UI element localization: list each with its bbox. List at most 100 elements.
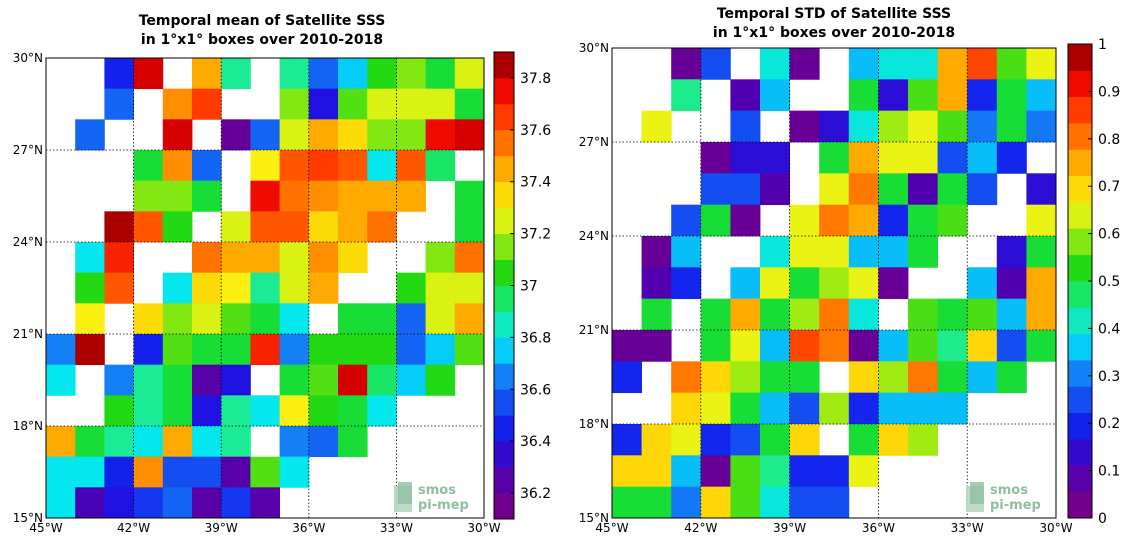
heatmap-cell [937,204,968,237]
heatmap-cell [250,456,280,488]
heatmap-cell [908,330,938,362]
heatmap-cell [192,272,222,304]
heatmap-cell [612,424,642,456]
heatmap-cell [133,180,164,212]
heatmap-cell [819,142,850,174]
chart-title-line-2: in 1°x1° boxes over 2010-2018 [713,25,955,41]
heatmap-cell [908,236,938,268]
heatmap-cell [700,173,731,206]
heatmap-cell [279,426,310,458]
heatmap-cell [760,392,790,425]
colorbar-tick-label: 37.6 [520,123,551,139]
heatmap-cell [192,426,222,458]
heatmap-cell [192,242,222,274]
heatmap-cell [1026,236,1057,268]
colorbar-tick-label: 37.8 [520,71,551,87]
colorbar-segment [1068,281,1092,308]
heatmap-cell [104,426,134,458]
heatmap-cell [338,303,368,335]
colorbar-tick-label: 37.2 [520,227,551,243]
colorbar-segment [1068,439,1092,466]
heatmap-cell [133,364,164,396]
colorbar-tick-label: 0 [1098,511,1107,527]
colorbar-segment [494,337,514,364]
heatmap-cell [192,364,222,396]
heatmap-cell [789,330,820,362]
heatmap-cell [162,180,193,212]
heatmap-cell [937,361,968,394]
heatmap-cell [46,456,76,488]
heatmap-cell [454,58,485,90]
colorbar-segment [494,181,514,209]
heatmap-cell [454,211,485,243]
heatmap-cell [671,361,702,394]
heatmap-cell [308,334,339,366]
heatmap-cell [250,272,280,304]
heatmap-cell [700,48,731,80]
colorbar-segment [1068,491,1092,519]
heatmap-cell [162,334,193,366]
logo-mark-icon [970,482,984,504]
colorbar-segment [494,311,514,338]
heatmap-cell [308,426,339,458]
heatmap-cell [162,119,193,151]
heatmap-cell [367,211,397,243]
heatmap-cell [789,424,820,456]
colorbar-segment [494,103,514,131]
heatmap-cell [192,395,222,427]
heatmap-cell [279,334,310,366]
heatmap-cell [250,334,280,366]
heatmap-cell [192,58,222,90]
heatmap-cell [671,424,702,456]
heatmap-cell [425,119,456,151]
heatmap-cell [937,330,968,362]
heatmap-cell [937,110,968,143]
heatmap-cell [760,173,790,206]
colorbar-segment [1068,149,1092,177]
heatmap-cell [221,272,251,304]
chart-title-line-1: Temporal STD of Satellite SSS [717,6,951,22]
heatmap-cell [308,211,339,243]
heatmap-cell [104,88,134,120]
x-tick-label: 45°W [595,521,628,535]
x-tick-label: 30°W [1039,521,1072,535]
heatmap-cell [367,364,397,396]
heatmap-cell [192,456,222,488]
heatmap-cell [730,173,761,206]
heatmap-cell [700,298,731,331]
heatmap-cell [75,426,105,458]
heatmap-cell [671,204,702,237]
heatmap-cell [819,455,850,488]
heatmap-cell [641,455,672,488]
heatmap-cell [454,242,485,274]
heatmap-cell [279,180,310,212]
heatmap-cell [760,236,790,268]
heatmap-cell [878,424,909,456]
heatmap-cell [162,364,193,396]
heatmap-cell [996,48,1027,80]
x-tick-label: 42°W [684,521,717,535]
heatmap-cell [819,298,850,331]
heatmap-cell [104,211,134,243]
heatmap-cell [250,150,280,182]
heatmap-cell [279,119,310,151]
heatmap-cell [789,486,820,519]
heatmap-cell [279,456,310,488]
heatmap-cell [760,267,790,300]
heatmap-cell [848,79,879,112]
heatmap-cell [996,298,1027,331]
colorbar-tick-label: 0.6 [1098,227,1120,243]
heatmap-cell [908,110,938,143]
heatmap-cell [1026,204,1057,237]
heatmap-cell [192,150,222,182]
heatmap-cell [250,180,280,212]
heatmap-cell [700,330,731,362]
x-tick-label: 39°W [773,521,806,535]
heatmap-cell [338,119,368,151]
heatmap-cell [878,392,909,425]
heatmap-cell [250,303,280,335]
heatmap-cell [221,119,251,151]
heatmap-cell [162,395,193,427]
heatmap-cell [162,303,193,335]
